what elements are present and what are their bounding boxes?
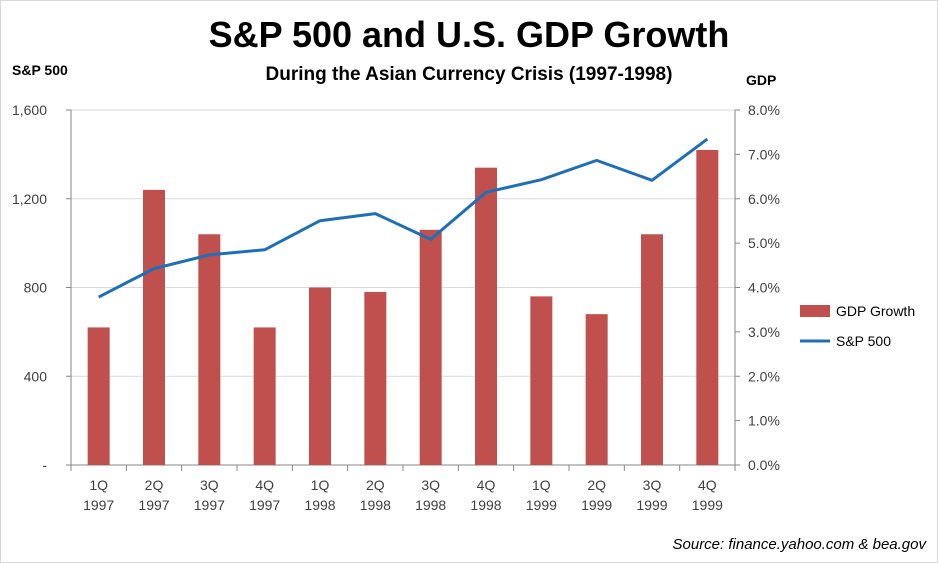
gdp-bar	[364, 291, 387, 465]
gdp-bar	[696, 149, 719, 465]
x-tick-label-quarter: 4Q	[255, 477, 274, 493]
x-tick-label-quarter: 3Q	[200, 477, 219, 493]
x-tick-label-year: 1997	[194, 497, 225, 513]
gdp-bar	[198, 234, 221, 465]
x-tick-label-year: 1999	[636, 497, 667, 513]
x-tick-label-year: 1998	[304, 497, 335, 513]
source-note: Source: finance.yahoo.com & bea.gov	[672, 536, 927, 553]
legend-label-gdp: GDP Growth	[836, 303, 915, 319]
right-tick-label: 7.0%	[748, 146, 780, 162]
right-tick-label: 2.0%	[748, 368, 780, 384]
left-tick-label: 1,600	[12, 102, 47, 118]
x-tick-label-quarter: 1Q	[532, 477, 551, 493]
right-tick-label: 4.0%	[748, 280, 780, 296]
x-tick-label-quarter: 3Q	[643, 477, 662, 493]
x-tick-label-quarter: 2Q	[366, 477, 385, 493]
x-tick-label-quarter: 1Q	[89, 477, 108, 493]
gdp-bar	[309, 287, 331, 465]
gdp-bar	[143, 189, 165, 465]
right-tick-label: 6.0%	[748, 191, 780, 207]
x-tick-label-year: 1999	[526, 497, 557, 513]
left-axis-title: S&P 500	[12, 62, 68, 78]
x-tick-label-quarter: 2Q	[587, 477, 606, 493]
x-tick-label-year: 1997	[138, 497, 169, 513]
x-tick-label-quarter: 3Q	[421, 477, 440, 493]
chart-subtitle: During the Asian Currency Crisis (1997-1…	[265, 64, 673, 85]
x-tick-label-quarter: 2Q	[145, 477, 164, 493]
x-tick-label-year: 1998	[415, 497, 446, 513]
right-tick-label: 3.0%	[748, 324, 780, 340]
gdp-bar	[641, 234, 663, 465]
gdp-bar	[419, 229, 442, 465]
right-tick-label: 0.0%	[748, 457, 780, 473]
x-tick-label-year: 1997	[249, 497, 280, 513]
x-tick-label-year: 1997	[83, 497, 114, 513]
sp500-line	[97, 137, 709, 299]
gdp-bar	[475, 167, 497, 465]
gdp-bar	[585, 314, 608, 465]
x-tick-label-year: 1998	[360, 497, 391, 513]
right-axis-title: GDP	[746, 72, 777, 88]
x-tick-label-quarter: 4Q	[477, 477, 496, 493]
right-tick-label: 5.0%	[748, 235, 780, 251]
x-tick-label-quarter: 1Q	[311, 477, 330, 493]
chart-title: S&P 500 and U.S. GDP Growth	[208, 14, 730, 55]
x-tick-label-year: 1999	[692, 497, 723, 513]
gdp-bar	[530, 296, 553, 465]
left-tick-label: 800	[24, 280, 48, 296]
right-tick-label: 8.0%	[748, 102, 780, 118]
gdp-bar	[87, 327, 110, 465]
x-tick-label-year: 1998	[470, 497, 501, 513]
x-tick-label-year: 1999	[581, 497, 612, 513]
legend-swatch-gdp	[800, 305, 830, 317]
left-tick-label: -	[42, 457, 47, 473]
left-tick-label: 1,200	[12, 191, 47, 207]
left-tick-label: 400	[24, 368, 48, 384]
gdp-bar	[253, 327, 276, 465]
x-tick-label-quarter: 4Q	[698, 477, 717, 493]
legend-label-sp500: S&P 500	[836, 333, 891, 349]
right-tick-label: 1.0%	[748, 413, 780, 429]
